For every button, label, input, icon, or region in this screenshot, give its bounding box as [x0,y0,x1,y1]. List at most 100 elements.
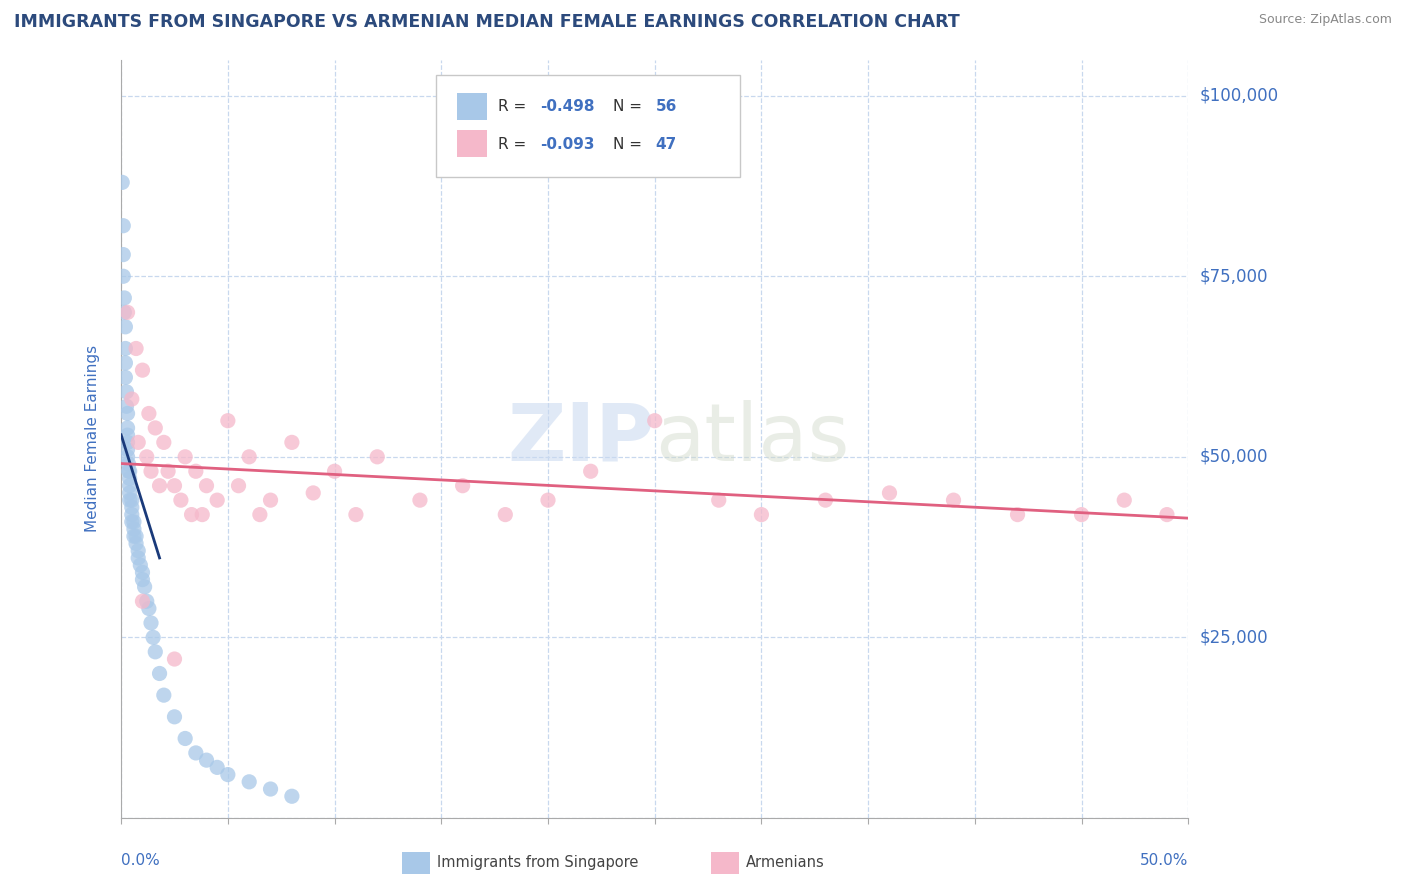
Point [143,421,166,435]
Point [114,370,136,384]
Point [114,342,136,356]
Point [217,414,239,428]
Point [163,652,186,666]
Point [131,566,153,580]
Point [121,392,143,406]
Point [112,269,135,284]
Text: ZIP: ZIP [508,400,655,478]
Point [125,536,148,550]
Text: N =: N = [613,99,647,114]
Point [184,464,207,478]
Point [281,789,304,804]
Point [238,774,260,789]
Point [129,558,152,573]
Point [707,493,730,508]
Y-axis label: Median Female Earnings: Median Female Earnings [86,345,100,533]
Text: Armenians: Armenians [747,855,825,870]
Point [409,493,432,508]
Point [118,493,141,508]
Point [142,631,165,645]
Point [259,493,281,508]
Point [121,515,143,529]
Point [1007,508,1029,522]
Point [127,543,149,558]
Point [205,760,228,774]
Point [122,522,145,536]
Text: $50,000: $50,000 [1199,448,1268,466]
Point [195,753,218,767]
Point [114,356,136,370]
Point [114,319,136,334]
Point [121,493,143,508]
Point [135,450,157,464]
Point [644,414,666,428]
Bar [457,130,486,157]
Text: R =: R = [498,99,531,114]
Point [117,428,139,442]
Text: Source: ZipAtlas.com: Source: ZipAtlas.com [1258,13,1392,27]
Text: R =: R = [498,137,531,152]
Point [163,479,186,493]
Point [281,435,304,450]
Point [205,493,228,508]
Text: -0.498: -0.498 [540,99,595,114]
Point [122,529,145,543]
Point [195,479,218,493]
Point [148,479,170,493]
Point [344,508,367,522]
Text: 0.0%: 0.0% [121,854,160,868]
Point [121,500,143,515]
Point [139,464,162,478]
Point [451,479,474,493]
Point [117,421,139,435]
Point [117,435,139,450]
Point [302,486,325,500]
Point [579,464,602,478]
Point [174,450,197,464]
Point [131,594,153,608]
Point [127,435,149,450]
Point [259,782,281,797]
Point [121,508,143,522]
Point [118,464,141,478]
Point [163,710,186,724]
Point [1156,508,1178,522]
Text: Immigrants from Singapore: Immigrants from Singapore [437,855,638,870]
Point [131,573,153,587]
Point [879,486,901,500]
Point [153,688,176,702]
Point [115,399,138,413]
Point [118,479,141,493]
Point [131,363,153,377]
Point [228,479,250,493]
Point [125,529,148,543]
Point [118,486,141,500]
Bar [457,93,486,120]
Point [249,508,271,522]
Point [157,464,180,478]
Point [537,493,560,508]
Point [112,247,135,261]
Point [117,442,139,457]
Text: 50.0%: 50.0% [1140,854,1188,868]
Point [174,731,197,746]
Point [1070,508,1092,522]
Point [323,464,346,478]
Text: -0.093: -0.093 [540,137,595,152]
Point [942,493,965,508]
Text: N =: N = [613,137,647,152]
Point [148,666,170,681]
Point [138,407,160,421]
Point [115,384,138,399]
Point [139,615,162,630]
Point [170,493,193,508]
Text: $100,000: $100,000 [1199,87,1278,104]
Point [238,450,260,464]
Point [180,508,202,522]
Text: 56: 56 [655,99,678,114]
Point [134,580,156,594]
FancyBboxPatch shape [436,75,740,178]
Text: 47: 47 [655,137,678,152]
Point [814,493,837,508]
Point [217,767,239,781]
